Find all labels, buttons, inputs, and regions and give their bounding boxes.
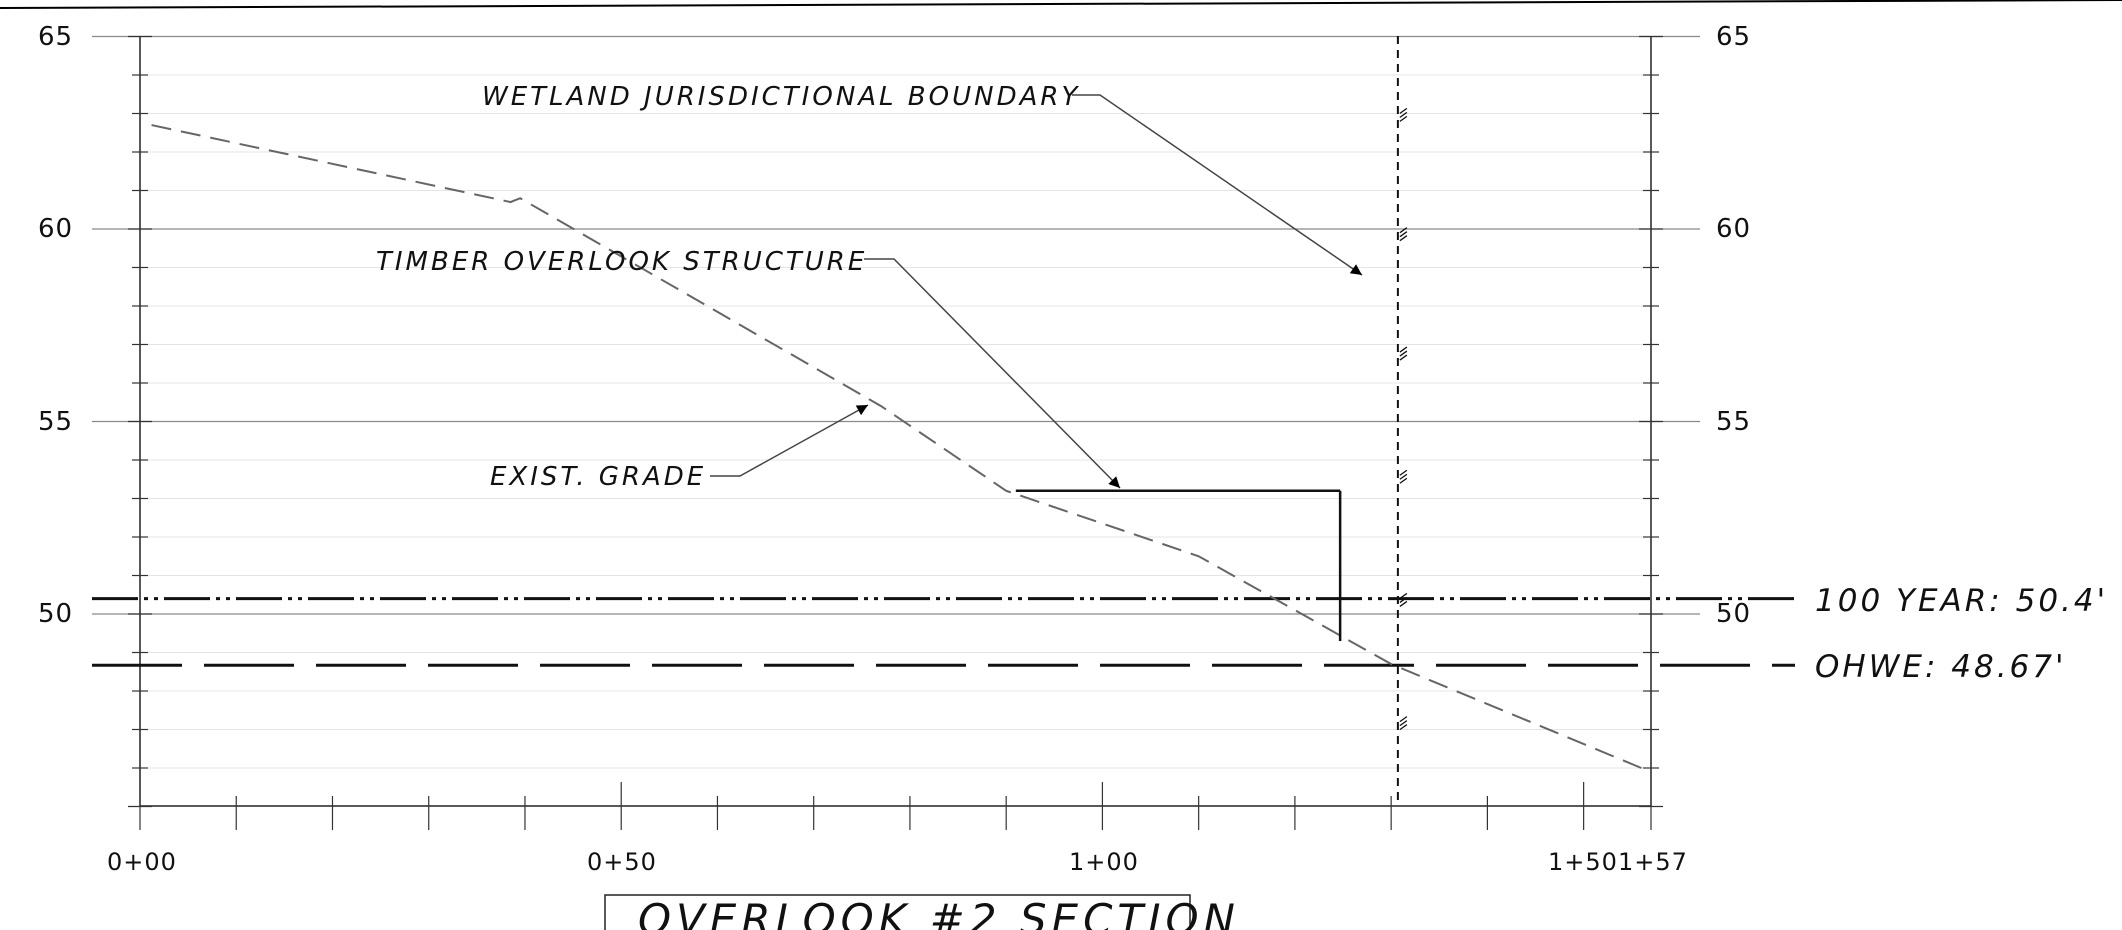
wetland-boundary-label: WETLAND JURISDICTIONAL BOUNDARY	[482, 82, 1080, 112]
y-ticks-right	[1639, 35, 1663, 808]
timber-overlook-leader	[864, 258, 1121, 489]
wetland-boundary-leader	[1072, 94, 1363, 276]
100-year-label: 100 YEAR: 50.4'	[1815, 583, 2108, 619]
x-label-1+50: 1+50	[1548, 848, 1618, 876]
x-label-1+00: 1+00	[1069, 848, 1139, 876]
y-label-left-55: 55	[38, 407, 73, 437]
wetland-tuft-icon	[1399, 592, 1408, 607]
callout-timber-overlook: TIMBER OVERLOOK STRUCTURE	[376, 247, 1121, 489]
x-axis-labels: 0+00 0+50 1+00 1+50 1+57	[107, 848, 1688, 876]
title-frame	[604, 894, 1191, 930]
y-axis-labels-left: 65 60 55 50	[38, 22, 73, 629]
minor-grid	[140, 74, 1651, 769]
y-label-left-65: 65	[38, 22, 73, 52]
y-label-right-50: 50	[1716, 599, 1751, 629]
y-label-left-50: 50	[38, 599, 73, 629]
y-ticks-left	[128, 35, 152, 808]
y-axis-labels-right: 65 60 55 50	[1716, 22, 1751, 629]
y-label-right-65: 65	[1716, 22, 1751, 52]
y-label-left-60: 60	[38, 214, 73, 244]
wetland-tuft-icon	[1399, 346, 1408, 361]
wetland-tuft-icon	[1399, 107, 1408, 122]
major-grid	[92, 35, 1700, 615]
wetland-tuft-icon	[1399, 716, 1408, 731]
callout-wetland-boundary: WETLAND JURISDICTIONAL BOUNDARY	[482, 82, 1363, 276]
axis-frame	[128, 35, 1663, 830]
section-title-box: OVERLOOK #2 SECTION	[604, 894, 1240, 930]
timber-overlook-label: TIMBER OVERLOOK STRUCTURE	[376, 247, 867, 277]
sheet-border-line	[0, 0, 2122, 9]
x-label-0+00: 0+00	[107, 848, 177, 876]
x-label-1+57: 1+57	[1618, 848, 1688, 876]
existing-grade-line	[151, 124, 1642, 769]
section-title: OVERLOOK #2 SECTION	[638, 895, 1240, 930]
callout-exist-grade: EXIST. GRADE	[490, 404, 869, 492]
y-label-right-60: 60	[1716, 214, 1751, 244]
exist-grade-label: EXIST. GRADE	[490, 462, 706, 492]
ohwe-label: OHWE: 48.67'	[1815, 649, 2067, 685]
y-label-right-55: 55	[1716, 407, 1751, 437]
x-ticks	[139, 782, 1652, 830]
wetland-boundary-symbols	[1399, 107, 1408, 731]
timber-overlook-structure	[1015, 489, 1342, 641]
water-levels: 100 YEAR: 50.4' OHWE: 48.67'	[92, 583, 2108, 685]
wetland-tuft-icon	[1399, 227, 1408, 242]
x-label-0+50: 0+50	[587, 848, 657, 876]
wetland-tuft-icon	[1399, 469, 1408, 484]
exist-grade-leader	[710, 404, 869, 477]
grid-lines	[92, 35, 1700, 769]
